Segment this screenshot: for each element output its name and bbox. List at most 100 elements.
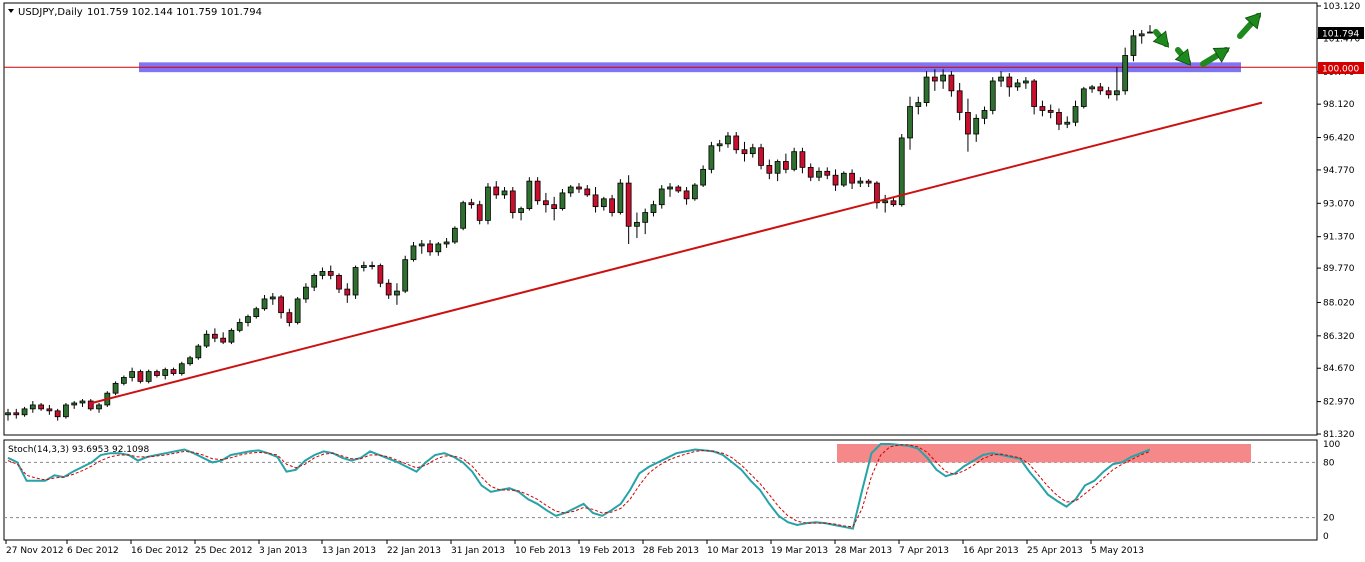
candle: [137, 369, 144, 384]
candle-body: [460, 202, 467, 229]
overbought-zone: [837, 444, 1251, 463]
candle: [46, 404, 53, 415]
candle-body: [360, 265, 367, 268]
candle-body: [600, 198, 607, 208]
candle: [576, 183, 582, 193]
candle-body: [410, 245, 417, 261]
candle: [890, 196, 897, 207]
candle: [543, 192, 549, 213]
candle-body: [1089, 86, 1095, 90]
stoch-title: Stoch(14,3,3) 93.6953 92.1098: [8, 445, 149, 455]
candle-body: [112, 382, 119, 394]
candle-body: [956, 90, 963, 113]
date-tick-label: 10 Feb 2013: [515, 546, 571, 556]
candle: [96, 402, 102, 413]
candle: [865, 179, 872, 188]
candle-body: [923, 76, 930, 103]
candle-body: [5, 412, 11, 416]
candle: [998, 71, 1004, 87]
candle-body: [63, 404, 69, 418]
date-tick-label: 19 Feb 2013: [579, 546, 635, 556]
candle: [212, 328, 218, 343]
candle: [21, 406, 28, 417]
price-tick-label: 81.320: [1323, 430, 1355, 440]
candle-body: [129, 371, 136, 378]
date-tick-label: 25 Dec 2012: [195, 546, 253, 556]
candle: [112, 381, 119, 396]
candle: [1138, 29, 1145, 44]
candle-body: [13, 412, 20, 416]
candle: [832, 169, 839, 191]
candle: [749, 143, 756, 158]
candle-body: [832, 174, 839, 186]
candle: [435, 241, 442, 256]
candle: [154, 369, 160, 378]
candle: [509, 187, 516, 219]
candle-body: [998, 76, 1004, 82]
candle-body: [981, 110, 988, 119]
candle-body: [559, 192, 566, 210]
candle: [948, 71, 955, 97]
candle-body: [1006, 76, 1013, 88]
annotation-zones: [4, 62, 1317, 73]
candle-body: [791, 151, 798, 170]
candle-body: [1130, 35, 1137, 56]
candle: [352, 265, 359, 299]
candle-body: [543, 200, 549, 206]
stoch-d-line: [7, 444, 1151, 528]
date-tick-label: 3 Jan 2013: [259, 546, 307, 556]
candle-body: [973, 117, 980, 135]
candle-body: [54, 410, 61, 418]
candle-body: [683, 190, 690, 200]
candle-body: [203, 333, 210, 347]
candle-body: [303, 286, 309, 300]
candle: [187, 355, 193, 366]
candle: [377, 263, 384, 288]
candle: [658, 185, 665, 209]
candle-body: [344, 288, 351, 296]
price-tick-label: 101.470: [1323, 34, 1360, 44]
candle: [1147, 25, 1153, 34]
candle: [783, 153, 789, 174]
candle: [551, 196, 558, 221]
candle-body: [120, 377, 127, 384]
candle-body: [96, 404, 102, 410]
candle: [931, 69, 938, 91]
price-tick-label: 86.320: [1323, 332, 1355, 342]
date-tick-label: 16 Dec 2012: [131, 546, 189, 556]
date-tick-label: 7 Apr 2013: [899, 546, 949, 556]
candle-body: [526, 180, 533, 210]
candle-body: [915, 102, 922, 107]
projection-arrow: [1200, 47, 1231, 67]
candle: [327, 265, 334, 280]
candle: [518, 206, 524, 221]
candle: [286, 308, 293, 327]
candle: [766, 159, 773, 180]
candle-body: [1014, 82, 1021, 88]
candle: [1130, 29, 1137, 62]
date-tick-label: 6 Dec 2012: [67, 546, 119, 556]
candle: [1089, 84, 1095, 93]
candle-body: [269, 296, 276, 300]
candle-body: [154, 371, 160, 376]
stoch-k-line: [7, 443, 1151, 530]
candle: [882, 194, 889, 213]
candle-body: [965, 112, 971, 135]
candle-body: [807, 166, 814, 178]
candle: [965, 98, 971, 152]
candle: [485, 183, 491, 225]
candle: [63, 402, 69, 419]
candle-body: [21, 408, 28, 416]
candle-body: [443, 241, 450, 245]
candle-body: [501, 190, 508, 196]
candle-body: [774, 161, 781, 174]
candle-body: [1122, 55, 1129, 92]
date-tick-label: 5 May 2013: [1091, 546, 1144, 556]
candle-body: [327, 271, 334, 276]
projection-arrow: [1174, 47, 1192, 66]
dropdown-triangle-icon[interactable]: [8, 9, 14, 13]
candle-body: [1072, 106, 1079, 123]
candle-body: [1022, 80, 1029, 84]
candle-body: [278, 296, 284, 314]
